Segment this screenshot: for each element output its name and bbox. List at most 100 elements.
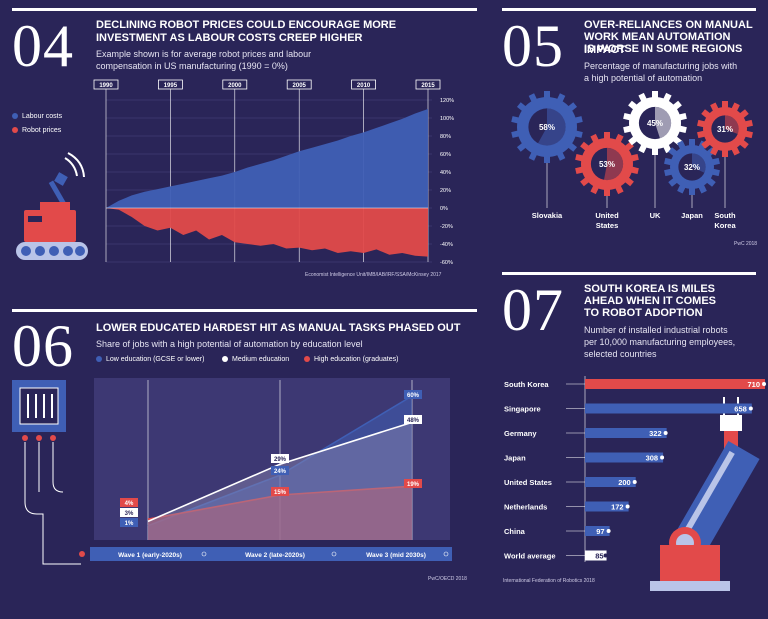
x-tick-box [286, 79, 312, 90]
x-tick-box [351, 79, 377, 90]
bar-value-label: 658 [734, 405, 747, 414]
bar-category-label: Germany [504, 429, 537, 438]
value-label-box [120, 508, 138, 517]
bar-category-label: China [504, 527, 526, 536]
bar-value-label: 172 [611, 503, 624, 512]
series-area-robot [106, 208, 428, 257]
value-label-box [271, 466, 289, 475]
bar [585, 379, 765, 389]
bar-end-dot [663, 431, 668, 435]
gear-country-label: Korea [714, 221, 736, 230]
wave-dot [201, 551, 207, 557]
wave-label: Wave 3 (mid 2030s) [366, 552, 426, 559]
s05-title-line2: WORK MEAN AUTOMATION IMPACT [584, 31, 731, 56]
s07-title-line2: AHEAD WHEN IT COMES [584, 295, 716, 307]
series-line-1 [147, 421, 413, 523]
x-tick-label: 2015 [421, 83, 435, 89]
x-tick-box [415, 79, 441, 90]
wave-label: Wave 1 (early-2020s) [118, 552, 182, 559]
x-tick-label: 2000 [228, 83, 242, 89]
bar-category-label: World average [504, 552, 556, 561]
series-area-1 [148, 422, 412, 540]
legend-medium-education: Medium education [222, 356, 289, 363]
bar-end-dot [606, 529, 611, 533]
s07-subtitle-line2: per 10,000 manufacturing employees, [584, 337, 736, 347]
gear-tooth [544, 155, 550, 163]
y-tick-label: 0% [440, 206, 448, 212]
s07-source: International Federation of Robotics 201… [503, 578, 595, 584]
wave-label: Wave 2 (late-2020s) [245, 552, 305, 559]
bar [585, 477, 636, 487]
robot-illustration-04 [16, 152, 88, 260]
x-tick-label: 1995 [164, 83, 178, 89]
x-tick-label: 2010 [357, 83, 371, 89]
gear-uk: 45% [623, 91, 687, 155]
series-area-2 [148, 486, 412, 540]
gear-slovakia: 58% [511, 91, 583, 163]
s04-subtitle-line1: Example shown is for average robot price… [96, 49, 312, 59]
bar [585, 526, 610, 536]
gear-value-label: 45% [647, 119, 663, 128]
y-tick-label: -20% [440, 224, 453, 230]
value-label: 4% [125, 501, 134, 507]
y-tick-label: 60% [440, 152, 451, 158]
wave-segment [90, 547, 210, 561]
section-number-05: 05 [502, 13, 564, 79]
x-tick-box [222, 79, 248, 90]
s06-source: PwC/OECD 2018 [428, 576, 467, 582]
value-label-box [120, 498, 138, 507]
gear-share-wedge [725, 115, 739, 135]
s04-subtitle-line2: compensation in US manufacturing (1990 =… [96, 61, 288, 71]
gear-value-label: 31% [717, 125, 733, 134]
section-rule-04 [12, 8, 477, 11]
series-line-0 [147, 395, 413, 527]
value-label: 48% [407, 418, 420, 424]
gear-tooth [652, 91, 658, 99]
s05-subtitle-line1: Percentage of manufacturing jobs with [584, 61, 738, 71]
gear-tooth [604, 132, 610, 140]
bar-category-label: Japan [504, 454, 526, 463]
gear-country-label: UK [650, 211, 661, 220]
s05-title-line3: IS WORSE IN SOME REGIONS [584, 43, 743, 55]
gear-tooth [544, 91, 550, 99]
bar [585, 550, 607, 561]
value-label-box [404, 479, 422, 488]
value-label: 24% [274, 469, 287, 475]
section-rule-05 [502, 8, 756, 11]
gear-tooth [652, 147, 658, 155]
bar [585, 403, 752, 414]
bar [585, 452, 664, 463]
gear-united-states: 53% [575, 132, 639, 196]
wave-segment [210, 547, 340, 561]
section-number-06: 06 [12, 313, 74, 379]
gear-country-label: United [595, 211, 619, 220]
y-tick-label: 100% [440, 116, 454, 122]
s07-subtitle-line3: selected countries [584, 349, 657, 359]
bar [585, 501, 629, 512]
y-tick-label: -40% [440, 242, 453, 248]
bar-value-label: 322 [649, 429, 662, 438]
bar-end-dot [748, 406, 753, 411]
s07-title-line3: TO ROBOT ADOPTION [584, 307, 703, 319]
value-label: 1% [125, 521, 134, 527]
y-tick-label: 40% [440, 170, 451, 176]
gear-value-label: 32% [684, 163, 700, 172]
gear-share-wedge [655, 106, 672, 139]
bar-end-dot [603, 553, 608, 558]
value-label-box [271, 454, 289, 463]
s06-title: LOWER EDUCATED HARDEST HIT AS MANUAL TAS… [96, 322, 461, 334]
gear-tooth [722, 101, 728, 109]
section-rule-06 [12, 309, 477, 312]
control-box-illustration [12, 380, 85, 565]
s04-title-line2: INVESTMENT AS LABOUR COSTS CREEP HIGHER [96, 32, 363, 44]
y-tick-label: 120% [440, 98, 454, 104]
gear-tooth [689, 139, 695, 147]
x-tick-label: 1990 [99, 83, 113, 89]
value-label: 60% [407, 393, 420, 399]
wave-dot [331, 551, 337, 557]
legend-low-education: Low education (GCSE or lower) [96, 356, 204, 363]
